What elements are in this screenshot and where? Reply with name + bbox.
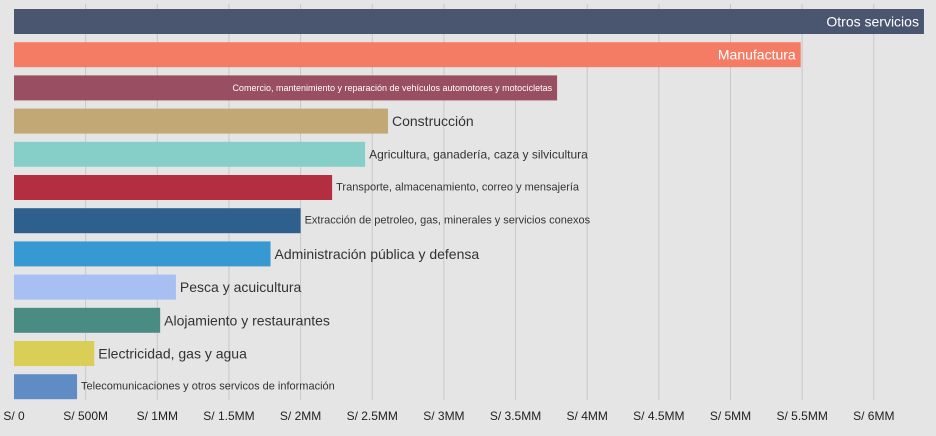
- bar-label: Electricidad, gas y agua: [98, 346, 247, 362]
- x-tick-label: S/ 4.5MM: [633, 409, 684, 423]
- bar: [14, 75, 558, 101]
- bar: [14, 208, 301, 234]
- bar: [14, 241, 271, 267]
- x-tick-label: S/ 1.5MM: [203, 409, 254, 423]
- x-tick-label: S/ 3MM: [423, 409, 464, 423]
- bar-label: Transporte, almacenamiento, correo y men…: [336, 182, 580, 194]
- x-tick-label: S/ 5.5MM: [776, 409, 827, 423]
- x-tick-label: S/ 4MM: [567, 409, 608, 423]
- bars: [14, 9, 924, 400]
- x-tick-label: S/ 6MM: [853, 409, 894, 423]
- bar: [14, 175, 333, 200]
- bar: [14, 108, 389, 134]
- bar: [14, 9, 924, 34]
- bar-label: Construcción: [392, 113, 474, 129]
- gridlines: [85, 4, 875, 400]
- bar-label: Comercio, mantenimiento y reparación de …: [232, 83, 552, 93]
- bar-label: Administración pública y defensa: [275, 246, 480, 262]
- x-tick-label: S/ 5MM: [710, 409, 751, 423]
- bar: [14, 274, 176, 300]
- x-tick-label: S/ 1MM: [137, 409, 178, 423]
- bar-label: Extracción de petroleo, gas, minerales y…: [305, 215, 591, 227]
- x-tick-label: S/ 2.5MM: [347, 409, 398, 423]
- bar-label: Manufactura: [718, 47, 796, 63]
- x-axis: S/ 0 S/ 500M S/ 1MM S/ 1.5MM S/ 2MM S/ 2.5MM S…: [3, 409, 894, 423]
- bar: [14, 42, 801, 68]
- bar-label: Alojamiento y restaurantes: [164, 312, 330, 328]
- bar: [14, 141, 366, 167]
- x-tick-label: S/ 3.5MM: [490, 409, 541, 423]
- bar: [14, 307, 161, 333]
- x-tick-label: S/ 500M: [63, 409, 108, 423]
- bar-label: Agricultura, ganadería, caza y silvicult…: [369, 147, 588, 161]
- bar-label: Pesca y acuicultura: [180, 279, 302, 295]
- bar-label: Telecomunicaciones y otros servicos de i…: [81, 381, 335, 393]
- bar: [14, 374, 78, 400]
- x-tick-label: S/ 0: [3, 409, 25, 423]
- bar-labels: Otros servicios Manufactura Comercio, mant…: [81, 14, 919, 393]
- x-tick-label: S/ 2MM: [280, 409, 321, 423]
- bar: [14, 341, 95, 366]
- bar-label: Otros servicios: [826, 14, 919, 30]
